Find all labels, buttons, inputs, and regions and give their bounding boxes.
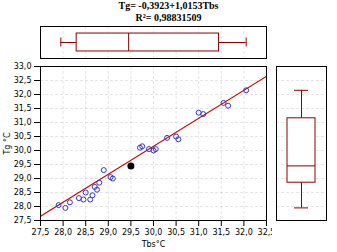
svg-text:27,5: 27,5: [32, 228, 50, 237]
svg-text:30,5: 30,5: [167, 228, 185, 237]
svg-text:31,5: 31,5: [212, 228, 230, 237]
svg-text:29,5: 29,5: [14, 160, 32, 169]
html-text:R²= 0,98831509: R²= 0,98831509: [135, 12, 202, 23]
svg-text:30,0: 30,0: [145, 228, 163, 237]
svg-text:29,0: 29,0: [14, 174, 32, 183]
svg-text:31,0: 31,0: [190, 228, 208, 237]
svg-text:28,5: 28,5: [77, 228, 95, 237]
svg-text:33,0: 33,0: [14, 62, 32, 71]
svg-text:Tbs°C: Tbs°C: [141, 240, 166, 249]
svg-text:29,0: 29,0: [99, 228, 117, 237]
html-text:Tg= -0,3923+1,0153Tbs: Tg= -0,3923+1,0153Tbs: [118, 0, 219, 11]
svg-text:31,0: 31,0: [14, 118, 32, 127]
svg-text:32,5: 32,5: [258, 228, 272, 237]
svg-text:28,5: 28,5: [14, 188, 32, 197]
svg-text:27,5: 27,5: [14, 216, 32, 225]
svg-text:Tg °C: Tg °C: [3, 132, 12, 156]
svg-text:28,0: 28,0: [14, 202, 32, 211]
svg-text:29,5: 29,5: [122, 228, 140, 237]
svg-text:32,5: 32,5: [14, 76, 32, 85]
svg-text:32,0: 32,0: [14, 90, 32, 99]
svg-text:31,5: 31,5: [14, 104, 32, 113]
svg-text:32,0: 32,0: [235, 228, 253, 237]
svg-text:28,0: 28,0: [54, 228, 72, 237]
svg-text:30,5: 30,5: [14, 132, 32, 141]
svg-text:30,0: 30,0: [14, 146, 32, 155]
